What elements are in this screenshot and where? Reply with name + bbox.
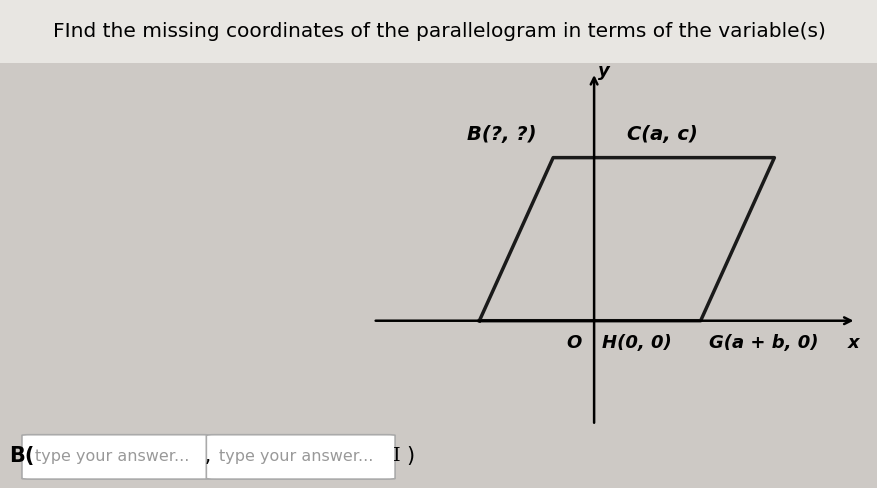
Text: C(a, c): C(a, c) (626, 125, 697, 144)
Text: I: I (393, 447, 401, 465)
Text: B(: B( (9, 447, 34, 466)
Text: G(a + b, 0): G(a + b, 0) (708, 334, 817, 352)
FancyBboxPatch shape (22, 435, 210, 479)
FancyBboxPatch shape (206, 435, 395, 479)
Text: type your answer...: type your answer... (35, 449, 189, 464)
Text: O: O (566, 334, 581, 352)
FancyBboxPatch shape (0, 0, 877, 63)
Text: H(0, 0): H(0, 0) (602, 334, 671, 352)
Text: type your answer...: type your answer... (219, 449, 374, 464)
Text: x: x (847, 334, 859, 352)
Text: ,: , (204, 447, 210, 466)
Text: y: y (597, 62, 610, 80)
Text: ): ) (406, 447, 414, 466)
Text: FInd the missing coordinates of the parallelogram in terms of the variable(s): FInd the missing coordinates of the para… (53, 22, 824, 41)
Text: B(?, ?): B(?, ?) (467, 125, 536, 144)
